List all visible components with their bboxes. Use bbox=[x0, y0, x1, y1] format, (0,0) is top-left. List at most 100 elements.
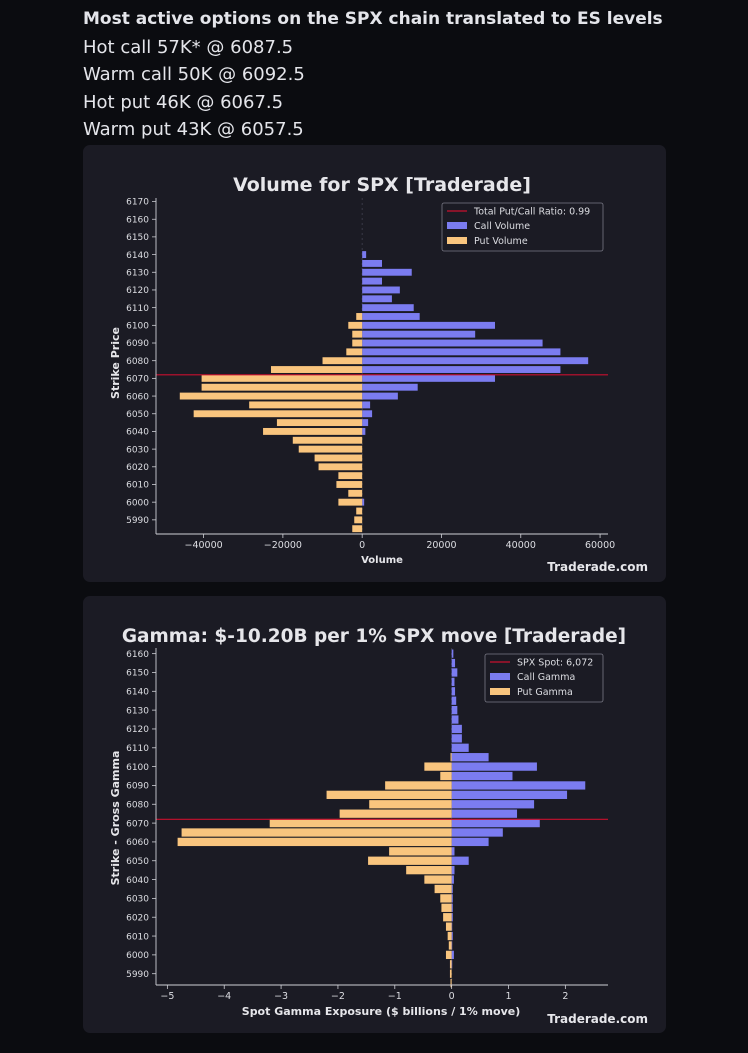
y-axis-label: Strike - Gross Gamma bbox=[109, 751, 122, 886]
y-tick-label: 6010 bbox=[126, 481, 149, 491]
call-bar bbox=[451, 931, 453, 941]
y-tick-label: 6080 bbox=[126, 800, 149, 810]
put-bar bbox=[385, 781, 452, 790]
x-tick-label: 0 bbox=[449, 991, 455, 1002]
put-bar bbox=[338, 472, 363, 480]
legend-call-swatch bbox=[447, 222, 467, 229]
call-bar bbox=[362, 304, 414, 312]
x-tick-label: −40000 bbox=[184, 540, 222, 551]
chart-title: Volume for SPX [Traderade] bbox=[233, 174, 531, 196]
put-bar bbox=[356, 313, 363, 320]
x-axis-label: Spot Gamma Exposure ($ billions / 1% mov… bbox=[242, 1005, 520, 1018]
put-bar bbox=[424, 875, 452, 884]
y-tick-label: 6100 bbox=[126, 763, 149, 773]
put-bar bbox=[269, 818, 452, 828]
put-bar bbox=[369, 800, 452, 809]
put-bar bbox=[276, 419, 363, 427]
put-bar bbox=[352, 525, 363, 533]
call-bar bbox=[451, 705, 458, 715]
x-tick-label: 1 bbox=[505, 991, 511, 1002]
y-tick-label: 5990 bbox=[126, 970, 149, 980]
y-tick-label: 6170 bbox=[126, 198, 149, 208]
y-tick-label: 6030 bbox=[126, 445, 149, 455]
post-title: Most active options on the SPX chain tra… bbox=[83, 9, 663, 29]
call-bar bbox=[451, 847, 455, 856]
call-bar bbox=[451, 866, 455, 875]
call-bar bbox=[451, 800, 535, 809]
call-bar bbox=[362, 392, 398, 400]
y-tick-label: 6120 bbox=[126, 286, 149, 296]
y-tick-label: 6050 bbox=[126, 857, 149, 867]
call-bar bbox=[451, 837, 489, 847]
put-bar bbox=[448, 941, 452, 950]
put-bar bbox=[339, 809, 452, 818]
call-bar bbox=[362, 330, 476, 338]
watermark: Traderade.com bbox=[547, 1012, 648, 1026]
call-bar bbox=[362, 268, 412, 276]
put-bar bbox=[443, 913, 452, 922]
y-tick-label: 6010 bbox=[126, 932, 149, 942]
x-tick-label: −5 bbox=[160, 991, 174, 1002]
put-bar bbox=[354, 516, 363, 524]
legend-put-label: Put Volume bbox=[474, 236, 528, 247]
x-tick-label: −1 bbox=[388, 991, 402, 1002]
x-tick-label: −3 bbox=[274, 991, 288, 1002]
call-bar bbox=[451, 677, 455, 687]
call-bar bbox=[362, 295, 392, 303]
x-tick-label: 20000 bbox=[426, 540, 456, 551]
call-bar bbox=[362, 427, 366, 435]
y-tick-label: 6140 bbox=[126, 688, 149, 698]
call-bar bbox=[362, 277, 382, 285]
put-bar bbox=[318, 463, 363, 471]
gamma-chart-card[interactable]: Gamma: $-10.20B per 1% SPX move [Tradera… bbox=[83, 596, 666, 1033]
x-tick-label: 40000 bbox=[506, 540, 536, 551]
call-bar bbox=[451, 856, 469, 865]
put-bar bbox=[201, 383, 363, 391]
y-tick-label: 6150 bbox=[126, 669, 149, 679]
call-bar bbox=[451, 903, 453, 912]
x-tick-label: 0 bbox=[359, 540, 365, 551]
post-line-hot-put: Hot put 46K @ 6067.5 bbox=[83, 91, 284, 113]
call-bar bbox=[362, 321, 495, 329]
call-bar bbox=[451, 781, 586, 790]
call-bar bbox=[451, 941, 453, 950]
call-bar bbox=[362, 366, 561, 373]
put-bar bbox=[326, 790, 452, 799]
put-bar bbox=[298, 445, 363, 453]
x-axis-label: Volume bbox=[361, 555, 403, 566]
put-bar bbox=[389, 847, 452, 856]
put-bar bbox=[450, 978, 452, 988]
put-bar bbox=[406, 866, 452, 875]
put-bar bbox=[177, 837, 452, 847]
legend-ratio-label: Total Put/Call Ratio: 0.99 bbox=[473, 207, 590, 218]
call-bar bbox=[451, 734, 462, 743]
legend-call-label: Call Gamma bbox=[517, 672, 575, 683]
legend-put-swatch bbox=[490, 688, 510, 695]
call-bar bbox=[451, 724, 462, 734]
call-bar bbox=[362, 383, 418, 391]
y-tick-label: 6060 bbox=[126, 838, 149, 848]
y-tick-label: 6110 bbox=[126, 304, 149, 314]
put-bar bbox=[346, 348, 363, 356]
call-bar bbox=[451, 913, 453, 922]
y-tick-label: 6000 bbox=[126, 951, 149, 961]
y-tick-label: 6100 bbox=[126, 322, 149, 332]
call-bar bbox=[451, 658, 456, 668]
y-tick-label: 6160 bbox=[126, 650, 149, 660]
volume-chart-card[interactable]: Volume for SPX [Traderade] Strike Price … bbox=[83, 145, 666, 582]
y-tick-label: 6070 bbox=[126, 819, 149, 829]
x-tick-label: −2 bbox=[331, 991, 345, 1002]
put-bar bbox=[440, 894, 452, 903]
call-bar bbox=[451, 715, 459, 724]
put-bar bbox=[179, 392, 363, 400]
legend-put-swatch bbox=[447, 237, 467, 244]
x-tick-label: 60000 bbox=[585, 540, 615, 551]
call-bar bbox=[362, 286, 400, 294]
call-bar bbox=[362, 348, 561, 356]
call-bar bbox=[362, 410, 373, 418]
chart-legend: SPX Spot: 6,072 Call Gamma Put Gamma bbox=[484, 653, 604, 703]
watermark: Traderade.com bbox=[547, 560, 648, 574]
call-bar bbox=[362, 374, 495, 382]
call-bar bbox=[451, 960, 453, 969]
call-bar bbox=[362, 313, 420, 320]
